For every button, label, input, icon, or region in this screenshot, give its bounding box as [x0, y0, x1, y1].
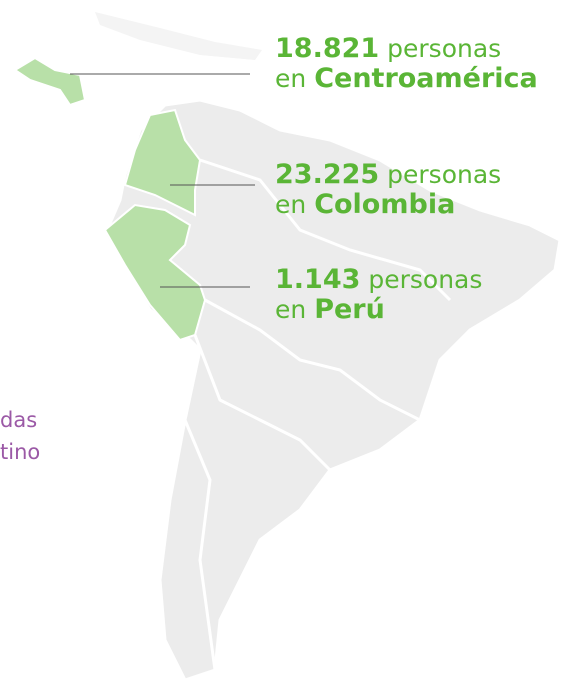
colombia	[123, 108, 202, 217]
callout: 1.143 personas en Perú	[275, 265, 482, 325]
prefix: en	[275, 295, 307, 324]
border	[199, 158, 452, 302]
unit: personas	[387, 34, 502, 63]
unit: personas	[387, 160, 502, 189]
count: 1.143	[275, 264, 361, 295]
callout: 18.821 personas en Centroamérica	[275, 34, 538, 94]
prefix: en	[275, 64, 307, 93]
caribbean-land	[95, 12, 262, 60]
side-text: tino	[0, 440, 41, 464]
border	[204, 298, 421, 422]
border	[193, 334, 332, 472]
central-america	[13, 56, 87, 107]
side-text: das	[0, 408, 38, 432]
prefix: en	[275, 190, 307, 219]
count: 23.225	[275, 159, 380, 190]
peru	[103, 203, 207, 342]
region: Colombia	[314, 189, 456, 220]
unit: personas	[368, 265, 483, 294]
region: Perú	[314, 294, 385, 325]
border	[183, 419, 217, 671]
callout: 23.225 personas en Colombia	[275, 160, 501, 220]
region: Centroamérica	[314, 63, 538, 94]
count: 18.821	[275, 33, 380, 64]
